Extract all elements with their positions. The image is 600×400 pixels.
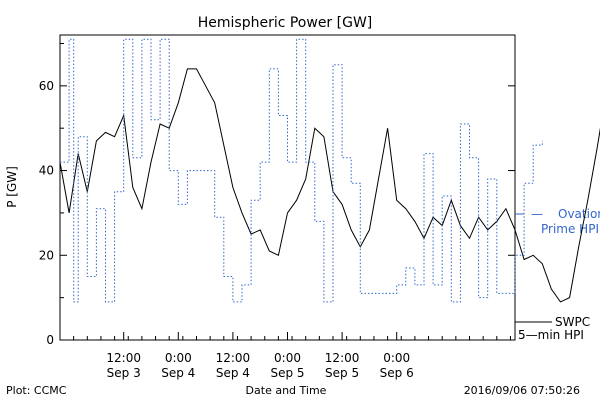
x-tick-time-label: 0:00 (383, 351, 410, 365)
series-layer (59, 38, 600, 303)
legend-swpc-line2: 5—min HPI (518, 328, 584, 342)
footer-left: Plot: CCMC (6, 384, 67, 397)
legend: — Ovation Prime HPI SWPC 5—min HPI (515, 207, 600, 342)
legend-ovation-line2: Prime HPI (541, 222, 599, 236)
legend-ovation-line1: Ovation (558, 207, 600, 221)
x-axis-label: Date and Time (246, 384, 327, 397)
chart-title: Hemispheric Power [GW] (198, 15, 373, 31)
plot-frame (59, 34, 516, 341)
y-tick-label: 0 (46, 333, 54, 347)
y-tick-label: 40 (39, 164, 54, 178)
x-tick-date-label: Sep 4 (161, 366, 195, 380)
x-tick-time-label: 0:00 (165, 351, 192, 365)
swpc-hpi-line (59, 68, 600, 303)
legend-swpc-line1: SWPC (555, 315, 590, 329)
y-tick-label: 20 (39, 248, 54, 262)
x-tick-date-label: Sep 5 (325, 366, 359, 380)
x-tick-time-label: 12:00 (216, 351, 251, 365)
x-tick-date-label: Sep 3 (107, 366, 141, 380)
x-tick-time-label: 12:00 (325, 351, 360, 365)
x-tick-time-label: 0:00 (274, 351, 301, 365)
ovation-prime-hpi-line (60, 38, 543, 303)
y-tick-label: 60 (39, 79, 54, 93)
x-tick-time-label: 12:00 (106, 351, 141, 365)
footer-right: 2016/09/06 07:50:26 (464, 384, 580, 397)
x-tick-date-label: Sep 5 (270, 366, 304, 380)
y-axis-label: P [GW] (5, 166, 19, 208)
x-tick-date-label: Sep 4 (216, 366, 250, 380)
y-axis-ticks: 0 20 40 60 (39, 42, 515, 347)
x-tick-date-label: Sep 6 (380, 366, 414, 380)
legend-ovation-dash: — (531, 207, 543, 221)
